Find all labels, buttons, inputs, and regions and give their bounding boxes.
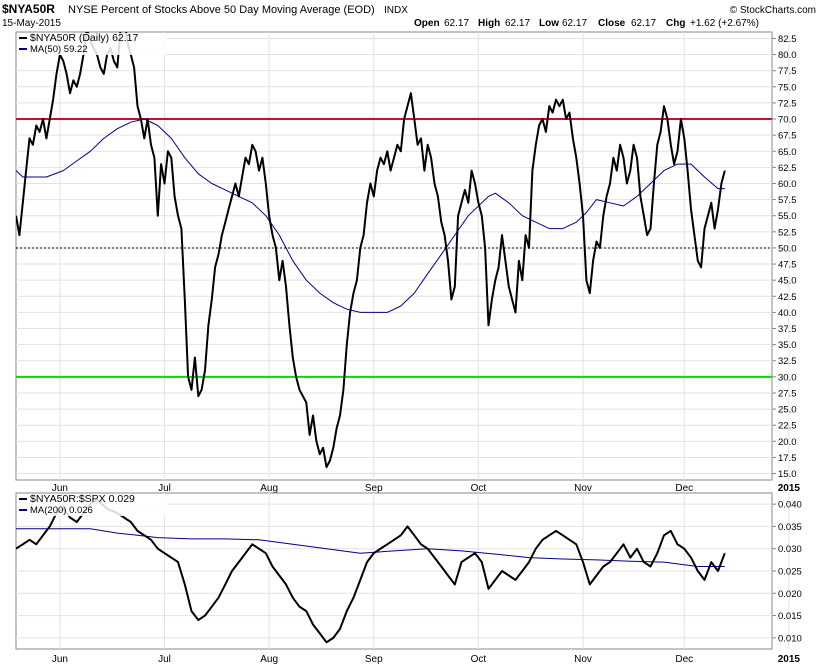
chart-symbol: $NYA50R [2,2,55,16]
chart-date: 15-May-2015 [2,18,61,29]
y-tick-label: 0.025 [778,567,802,578]
x-tick-label: Oct [471,483,487,494]
quote-bar: Open 62.17 High 62.17 Low 62.17 Close 62… [414,18,759,29]
x-tick-label: Jun [52,654,68,665]
y-tick-label: 20.0 [778,437,797,448]
y-tick-label: 77.5 [778,66,797,77]
y-tick-label: 22.5 [778,421,797,432]
x-tick-label: Sep [365,483,383,494]
legend-label: $NYA50R (Daily) 62.17 [30,32,139,44]
y-tick-label: 67.5 [778,131,797,142]
legend-label: MA(50) 59.22 [30,44,88,55]
low-label: Low [539,18,559,29]
x-tick-label: Nov [574,483,592,494]
panel-frame [15,31,773,481]
y-tick-label: 17.5 [778,453,797,464]
ratio-panel: JunJulAugSepOctNovDec2015FebMarAprMay0.0… [15,492,802,665]
y-tick-label: 0.035 [778,522,802,533]
y-tick-label: 72.5 [778,98,797,109]
x-tick-label: 2015 [778,483,801,494]
y-tick-label: 62.5 [778,163,797,174]
legend-background [17,33,167,44]
x-tick-label: Nov [574,654,592,665]
chart-description: NYSE Percent of Stocks Above 50 Day Movi… [68,4,375,16]
y-tick-label: 55.0 [778,211,797,222]
open-label: Open [414,18,440,29]
legend-background [17,494,167,505]
y-tick-label: 35.0 [778,340,797,351]
y-tick-label: 82.5 [778,34,797,45]
y-tick-label: 65.0 [778,147,797,158]
close-label: Close [598,18,626,29]
y-tick-label: 70.0 [778,115,797,126]
main-indicator-panel: JunJulAugSepOctNovDec2015FebMarAprMay82.… [15,31,801,494]
x-tick-label: Aug [260,654,278,665]
y-tick-label: 32.5 [778,356,797,367]
series-line-moving-average [16,118,725,313]
y-tick-label: 60.0 [778,179,797,190]
series-line-primary [16,498,726,644]
close-value: 62.17 [631,18,656,29]
legend-background [17,44,167,55]
high-label: High [478,18,500,29]
x-tick-label: Jul [158,654,171,665]
x-tick-label: Aug [260,483,278,494]
x-tick-label: 2015 [778,654,801,665]
y-tick-label: 25.0 [778,405,797,416]
chg-label: Chg [666,18,685,29]
legend-label: MA(200) 0.026 [30,505,93,516]
x-tick-label: Jul [158,483,171,494]
y-tick-label: 75.0 [778,82,797,93]
x-tick-label: Dec [675,483,693,494]
y-tick-label: 80.0 [778,50,797,61]
series-line-primary [16,32,726,469]
high-value: 62.17 [505,18,530,29]
copyright-text: © StockCharts.com [730,5,816,16]
y-tick-label: 27.5 [778,388,797,399]
y-tick-label: 57.5 [778,195,797,206]
y-tick-label: 50.0 [778,243,797,254]
legend-background [17,505,167,516]
chg-value: +1.62 (+2.67%) [690,18,759,29]
open-value: 62.17 [444,18,469,29]
x-tick-label: Oct [471,654,487,665]
x-tick-label: Dec [675,654,693,665]
y-tick-label: 30.0 [778,372,797,383]
x-tick-label: Jun [52,483,68,494]
y-tick-label: 0.015 [778,611,802,622]
y-tick-label: 52.5 [778,227,797,238]
plot-area [16,498,726,644]
low-value: 62.17 [562,18,587,29]
y-tick-label: 15.0 [778,469,797,480]
y-tick-label: 40.0 [778,308,797,319]
x-tick-label: Sep [365,654,383,665]
y-tick-label: 0.020 [778,589,802,600]
chart-exchange: INDX [384,5,408,16]
y-tick-label: 45.0 [778,276,797,287]
plot-area [16,32,772,469]
y-tick-label: 0.030 [778,544,802,555]
y-tick-label: 37.5 [778,324,797,335]
y-tick-label: 0.040 [778,500,802,511]
y-tick-label: 47.5 [778,260,797,271]
y-tick-label: 0.010 [778,633,802,644]
legend-label: $NYA50R:$SPX 0.029 [30,493,135,505]
y-tick-label: 42.5 [778,292,797,303]
